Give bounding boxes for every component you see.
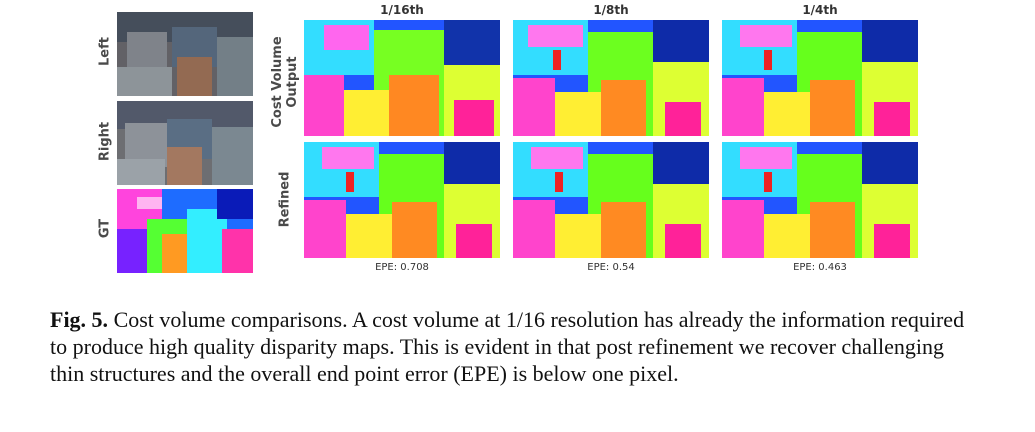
column-heading-1-4: 1/4th [802,3,838,17]
cost-volume-1-8 [513,20,709,136]
caption-text: Cost volume comparisons. A cost volume a… [50,307,965,386]
cost-volume-1-4 [722,20,918,136]
row-label-refined: Refined [277,171,293,228]
column-heading-1-8: 1/8th [593,3,629,17]
left-image [117,12,253,96]
right-image [117,101,253,185]
epe-1-4: EPE: 0.463 [793,262,847,273]
figure-caption: Fig. 5. Cost volume comparisons. A cost … [50,306,980,387]
cost-volume-1-16 [304,20,500,136]
row-label-cost-volume: Cost Volume Output [270,36,300,128]
refined-1-4 [722,142,918,258]
refined-1-8 [513,142,709,258]
epe-1-16: EPE: 0.708 [375,262,429,273]
figure-label: Fig. 5. [50,307,109,332]
epe-1-8: EPE: 0.54 [587,262,635,273]
column-heading-1-16: 1/16th [380,3,424,17]
row-label-gt: GT [97,218,113,239]
ground-truth-disparity [117,189,253,273]
row-label-left: Left [97,37,113,66]
row-label-right: Right [97,121,113,162]
refined-1-16 [304,142,500,258]
